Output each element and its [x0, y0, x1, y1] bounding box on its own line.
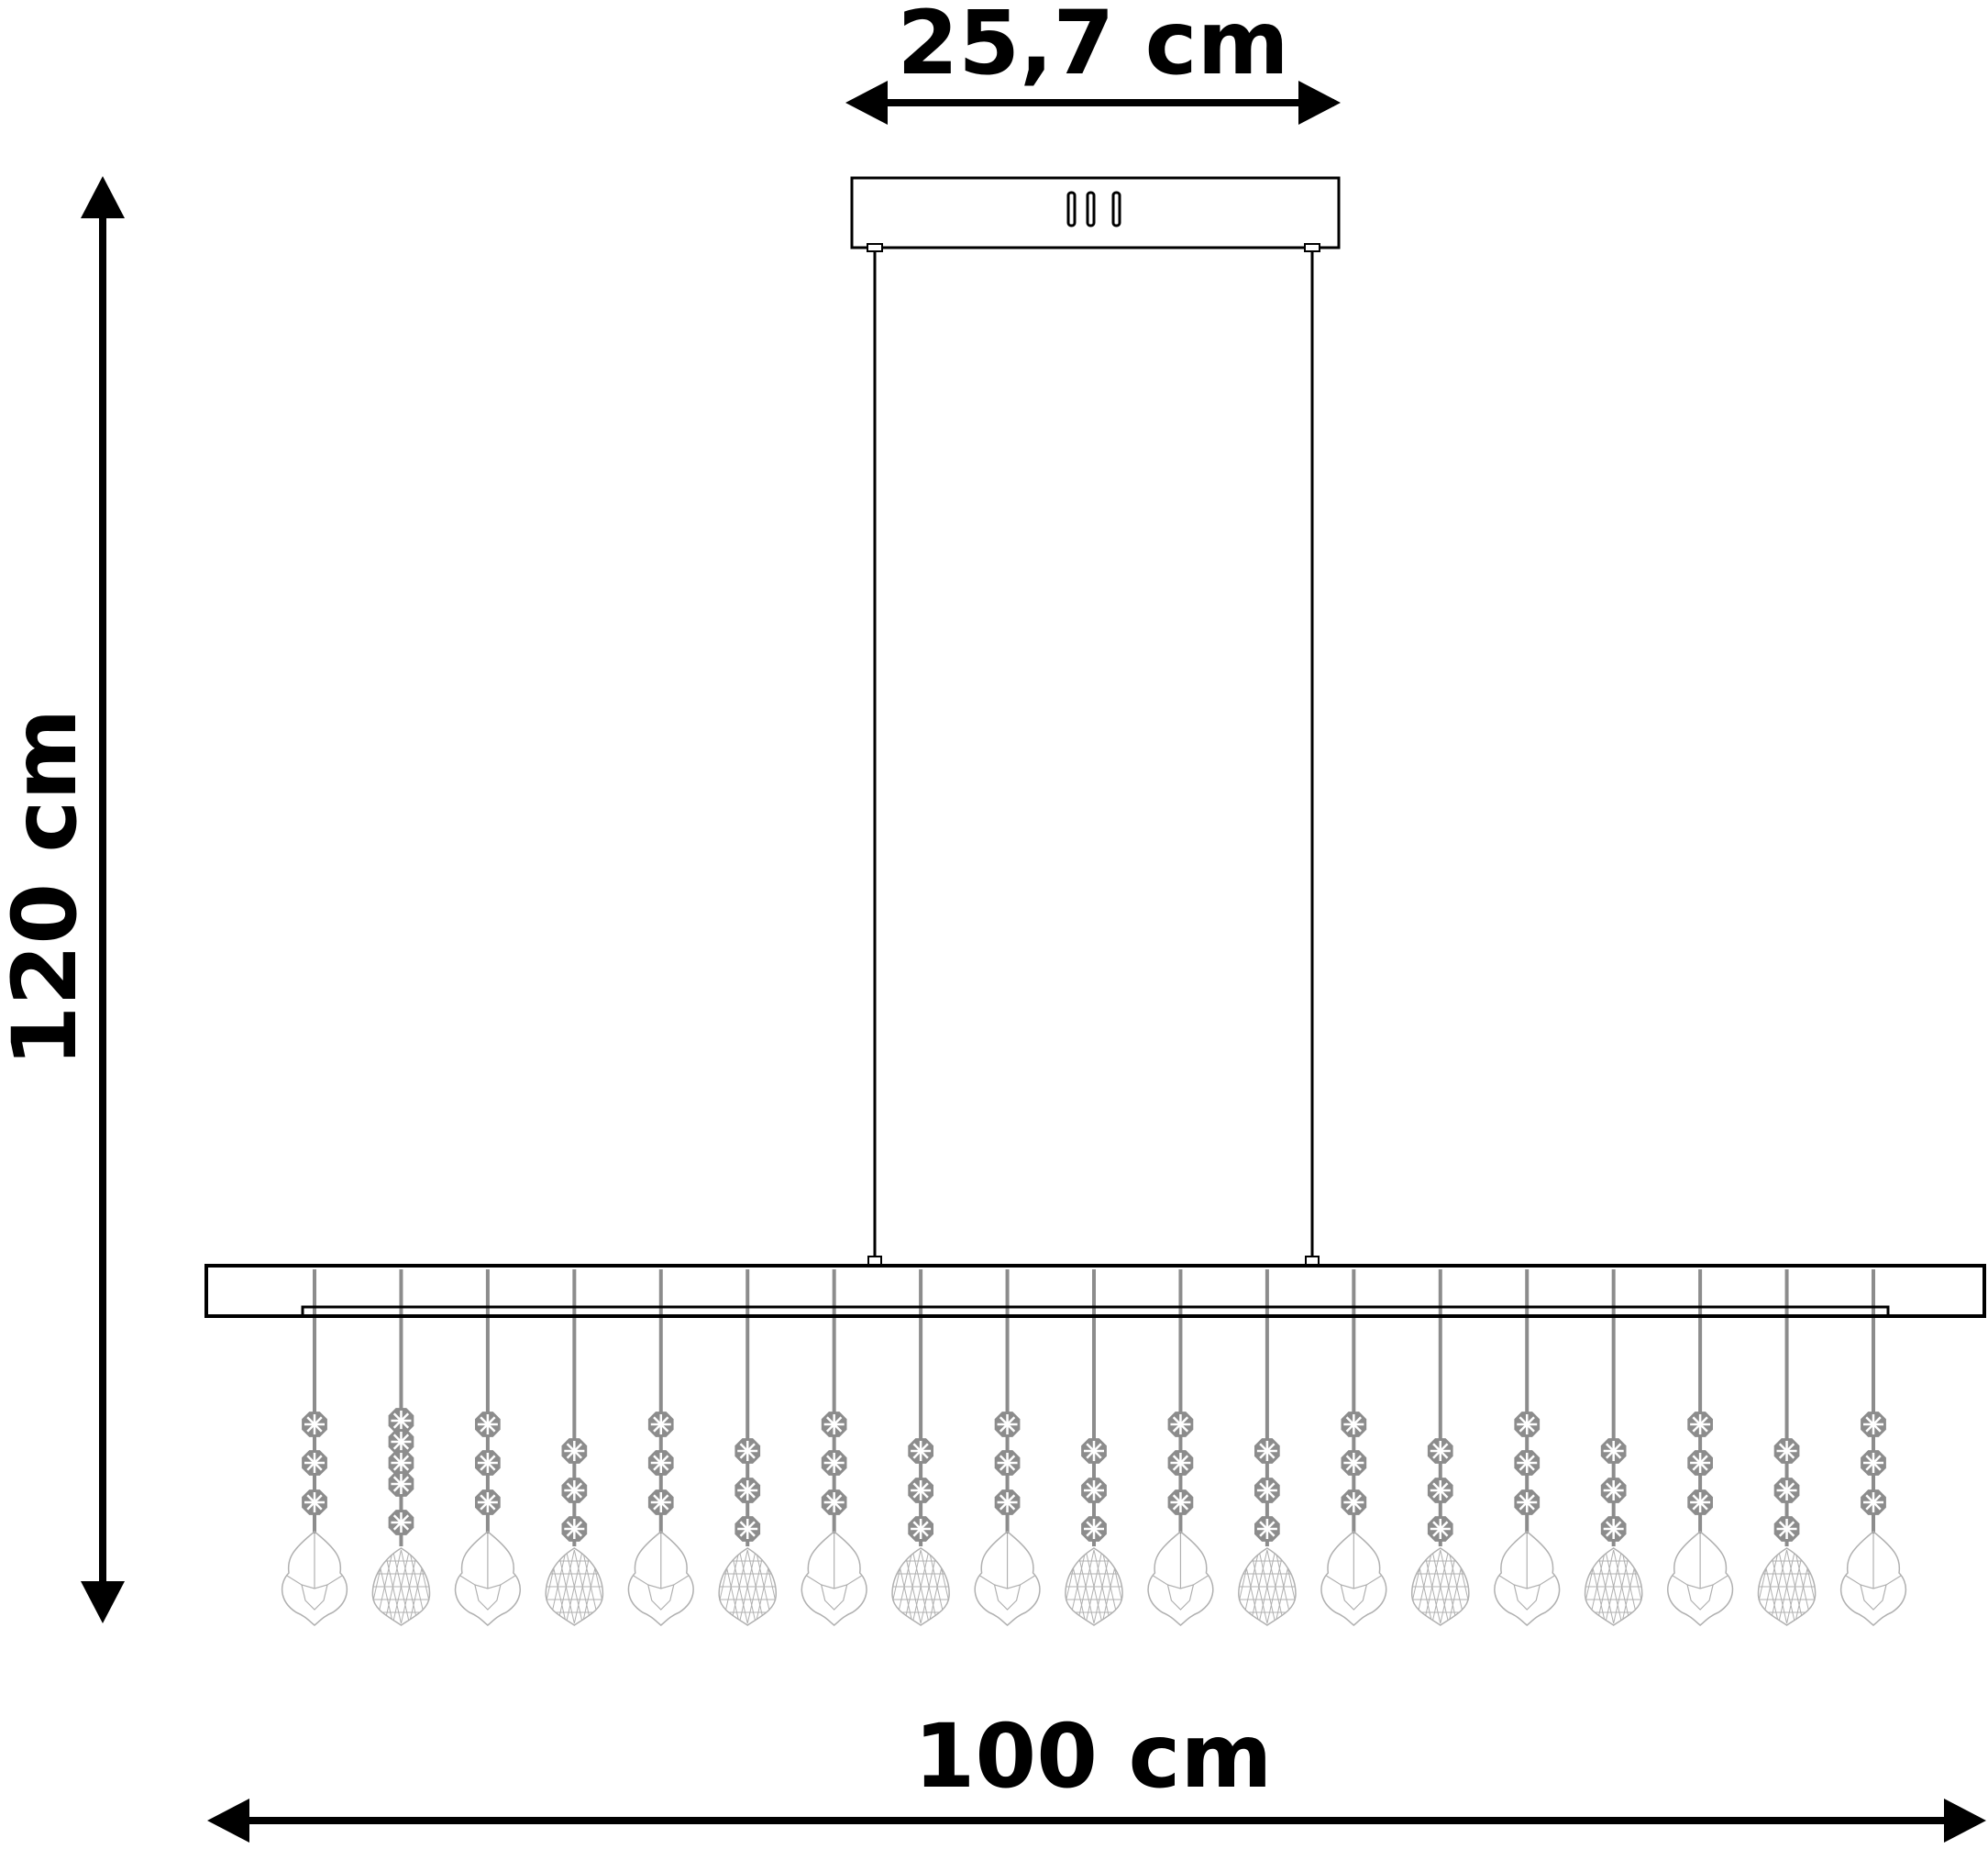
crystal-drop	[1147, 1531, 1214, 1626]
canopy-vent-slots	[1066, 191, 1121, 227]
pendant	[801, 1269, 867, 1626]
pendant	[974, 1269, 1041, 1626]
crystal-drop	[974, 1531, 1041, 1626]
crystal-ball	[371, 1547, 431, 1626]
height-arrowhead-top	[81, 176, 125, 218]
pendant	[1667, 1269, 1734, 1626]
canopy-arrowhead-left	[845, 81, 888, 125]
pendant	[1238, 1269, 1297, 1626]
pendant	[891, 1269, 950, 1626]
crystal-ball	[1757, 1547, 1817, 1626]
canopy-width-label: 25,7 cm	[897, 0, 1288, 94]
pendant	[371, 1269, 431, 1626]
crystal-ball	[1238, 1547, 1297, 1626]
crystal-ball	[545, 1547, 604, 1626]
height-label: 120 cm	[0, 709, 96, 1068]
pendant	[1494, 1269, 1561, 1626]
crystal-drop	[1320, 1531, 1387, 1626]
crystal-ball	[1584, 1547, 1643, 1626]
crystal-drop	[454, 1531, 521, 1626]
pendant	[627, 1269, 694, 1626]
pendant	[1584, 1269, 1643, 1626]
bar-length-arrowhead-right	[1944, 1799, 1986, 1843]
crystal-pendants	[282, 1269, 1906, 1626]
crystal-drop	[1667, 1531, 1734, 1626]
pendant	[1411, 1269, 1470, 1626]
bar-length-label: 100 cm	[914, 1705, 1273, 1808]
crystal-drop	[282, 1531, 348, 1626]
height-arrowhead-bottom	[81, 1581, 125, 1623]
pendant	[1065, 1269, 1123, 1626]
pendant	[718, 1269, 777, 1626]
pendant	[1757, 1269, 1817, 1626]
pendant	[282, 1269, 348, 1626]
lamp-bar	[204, 1264, 1986, 1318]
crystal-ball	[1411, 1547, 1470, 1626]
crystal-drop	[627, 1531, 694, 1626]
crystal-drop	[1840, 1531, 1906, 1626]
pendant	[1147, 1269, 1214, 1626]
pendant	[454, 1269, 521, 1626]
crystal-drop	[1494, 1531, 1561, 1626]
pendant	[1840, 1269, 1906, 1626]
pendant	[1320, 1269, 1387, 1626]
crystal-drop	[801, 1531, 867, 1626]
bar-length-arrowhead-left	[207, 1799, 249, 1843]
lamp-bar-diffuser	[301, 1305, 1890, 1316]
canopy-arrowhead-right	[1298, 81, 1341, 125]
crystal-ball	[891, 1547, 950, 1626]
pendant	[545, 1269, 604, 1626]
crystal-ball	[718, 1547, 777, 1626]
crystal-ball	[1065, 1547, 1123, 1626]
